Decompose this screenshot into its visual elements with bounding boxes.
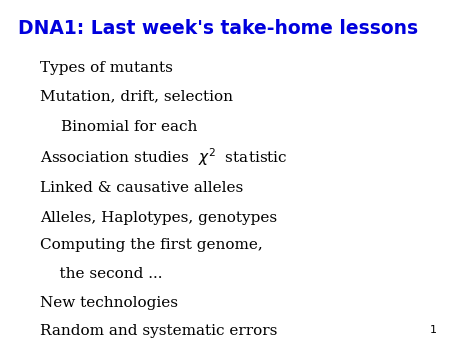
Text: Binomial for each: Binomial for each (61, 120, 197, 134)
Text: Association studies  $\chi^2$  statistic: Association studies $\chi^2$ statistic (40, 146, 288, 168)
Text: Types of mutants: Types of mutants (40, 61, 173, 75)
Text: Linked & causative alleles: Linked & causative alleles (40, 180, 244, 195)
Text: the second ...: the second ... (40, 267, 163, 281)
Text: Computing the first genome,: Computing the first genome, (40, 238, 263, 252)
Text: Alleles, Haplotypes, genotypes: Alleles, Haplotypes, genotypes (40, 211, 278, 225)
Text: DNA1: Last week's take-home lessons: DNA1: Last week's take-home lessons (18, 19, 418, 38)
Text: Mutation, drift, selection: Mutation, drift, selection (40, 89, 234, 103)
Text: New technologies: New technologies (40, 295, 179, 310)
Text: Random and systematic errors: Random and systematic errors (40, 324, 278, 338)
Text: 1: 1 (429, 324, 436, 335)
